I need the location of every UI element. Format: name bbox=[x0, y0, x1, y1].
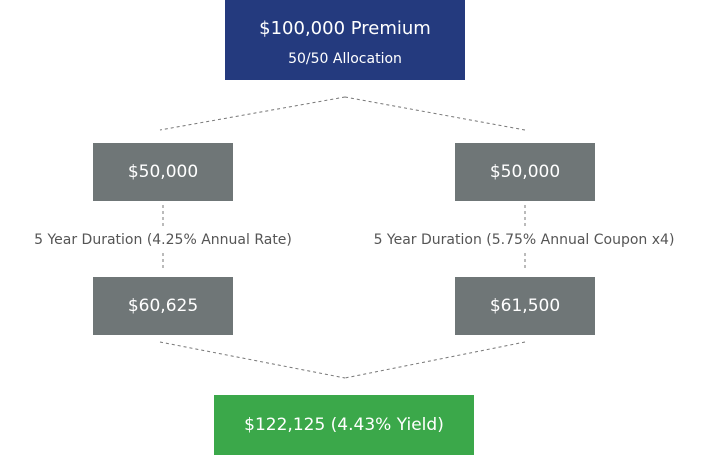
connector bbox=[344, 341, 526, 379]
node-label: $122,125 (4.43% Yield) bbox=[244, 415, 444, 435]
allocation-box bbox=[93, 143, 233, 201]
node-label: $61,500 bbox=[490, 296, 560, 316]
connector bbox=[159, 341, 346, 379]
node-label: $60,625 bbox=[128, 296, 198, 316]
node-label: $100,000 Premium bbox=[259, 18, 431, 39]
edge-label: 5 Year Duration (4.25% Annual Rate) bbox=[34, 232, 292, 248]
edge-label: 5 Year Duration (5.75% Annual Coupon x4) bbox=[374, 232, 675, 248]
total-box bbox=[214, 395, 474, 455]
connector bbox=[344, 96, 526, 131]
node-label: $50,000 bbox=[128, 162, 198, 182]
premium-box bbox=[225, 0, 465, 80]
label-bg bbox=[345, 228, 707, 252]
connector bbox=[159, 96, 346, 131]
node-label: $50,000 bbox=[490, 162, 560, 182]
result-box bbox=[455, 277, 595, 335]
label-bg bbox=[0, 228, 330, 252]
allocation-box bbox=[455, 143, 595, 201]
result-box bbox=[93, 277, 233, 335]
node-sublabel: 50/50 Allocation bbox=[288, 51, 402, 67]
